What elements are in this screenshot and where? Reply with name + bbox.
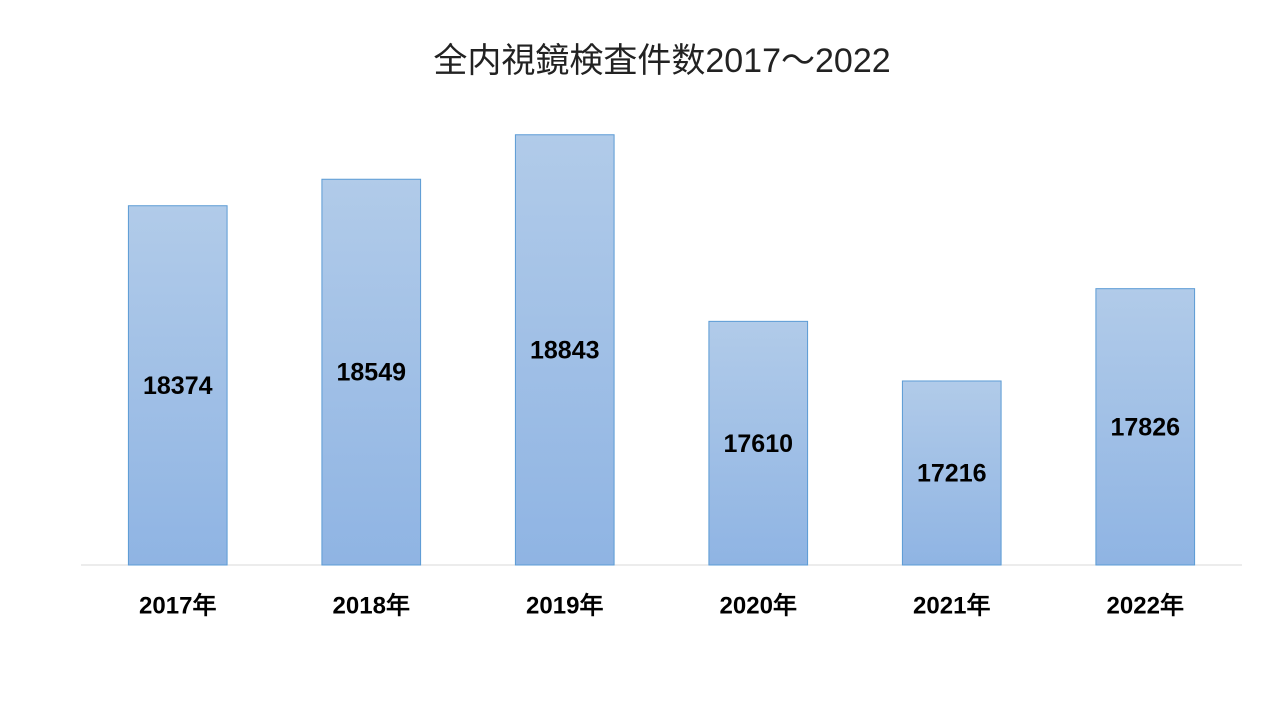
bar — [514, 134, 615, 566]
x-tick-label: 2022年 — [1107, 591, 1184, 619]
chart-title: 全内視鏡検査件数2017～2022 — [433, 42, 890, 80]
x-tick-label: 2021年 — [913, 591, 990, 619]
value-label: 18549 — [336, 359, 406, 387]
value-label: 17610 — [723, 430, 793, 458]
x-tick-label: 2017年 — [139, 591, 216, 619]
x-tick-label: 2019年 — [526, 591, 603, 619]
value-label: 17826 — [1110, 413, 1180, 441]
bar — [708, 320, 809, 566]
value-label: 18374 — [143, 372, 213, 400]
x-tick-label: 2020年 — [720, 591, 797, 619]
bar — [127, 205, 228, 566]
value-label: 18843 — [530, 336, 600, 364]
bar — [321, 178, 422, 566]
bar — [901, 380, 1002, 566]
x-tick-label: 2018年 — [333, 591, 410, 619]
value-label: 17216 — [917, 460, 987, 488]
bar — [1095, 288, 1196, 566]
